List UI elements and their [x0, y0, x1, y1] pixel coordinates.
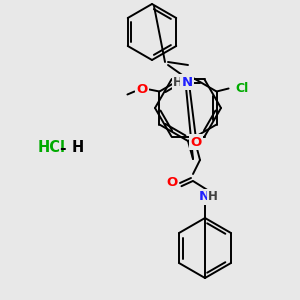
Text: -: -	[59, 140, 65, 155]
Text: HCl: HCl	[38, 140, 66, 155]
Text: N: N	[182, 76, 193, 88]
Text: N: N	[198, 190, 210, 203]
Text: O: O	[190, 136, 202, 148]
Text: H: H	[173, 76, 183, 88]
Text: O: O	[167, 176, 178, 190]
Text: Cl: Cl	[235, 82, 248, 95]
Text: H: H	[208, 190, 218, 203]
Text: H: H	[72, 140, 84, 155]
Text: O: O	[137, 83, 148, 96]
